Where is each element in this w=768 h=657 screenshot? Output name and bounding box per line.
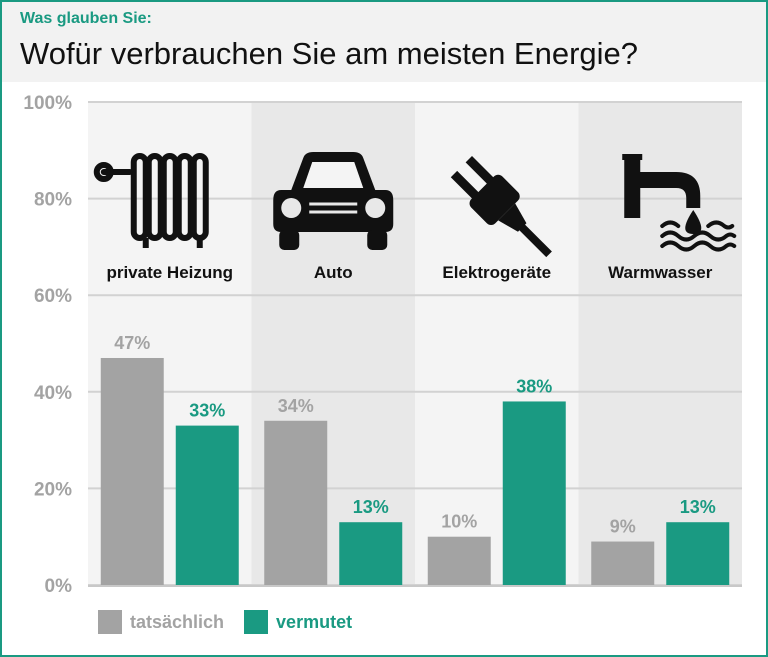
bar-assumed [666, 522, 730, 585]
bar-assumed [339, 522, 403, 585]
value-label-assumed: 38% [516, 376, 552, 396]
category-icons [93, 152, 737, 258]
legend: tatsächlich vermutet [98, 608, 372, 636]
value-label-assumed: 33% [189, 401, 225, 421]
legend-label-assumed: vermutet [276, 611, 353, 632]
chart-title: Wofür verbrauchen Sie am meisten Energie… [20, 36, 639, 71]
bar-assumed [175, 425, 239, 585]
value-label-assumed: 13% [680, 497, 716, 517]
category-label: Auto [314, 263, 353, 282]
value-label-assumed: 13% [353, 497, 389, 517]
bars: 47% 33% 34% 13% 10% 38% 9% 13% [100, 333, 730, 585]
legend-item-assumed: vermutet [244, 610, 352, 634]
legend-label-actual: tatsächlich [130, 611, 225, 632]
category-label: Elektrogeräte [442, 263, 551, 282]
category-label: Warmwasser [608, 263, 713, 282]
y-tick-label: 80% [34, 190, 72, 211]
value-label-actual: 10% [441, 512, 477, 532]
y-tick-label: 0% [45, 576, 73, 597]
category-label: private Heizung [106, 263, 233, 282]
radiator-icon [93, 153, 209, 248]
y-tick-label: 100% [23, 93, 72, 114]
water-tap-icon [622, 154, 737, 252]
y-tick-label: 40% [34, 383, 72, 404]
value-label-actual: 34% [278, 396, 314, 416]
bar-assumed [502, 401, 566, 585]
bar-actual [591, 541, 655, 585]
bar-actual [427, 536, 491, 585]
value-label-actual: 9% [610, 517, 636, 537]
legend-swatch-actual [98, 610, 122, 634]
category-labels: private Heizung Auto Elektrogeräte Warmwass… [106, 263, 712, 282]
y-tick-label: 20% [34, 479, 72, 500]
legend-swatch-assumed [244, 610, 269, 634]
y-axis: 0% 20% 40% 60% 80% 100% [23, 93, 72, 597]
kicker: Was glauben Sie: [20, 10, 152, 27]
legend-item-actual: tatsächlich [98, 610, 224, 634]
header: Was glauben Sie: Wofür verbrauchen Sie a… [2, 2, 766, 82]
value-label-actual: 47% [114, 333, 150, 353]
car-icon [273, 152, 394, 250]
bar-actual [264, 420, 328, 585]
bar-actual [100, 357, 164, 585]
plug-icon [450, 156, 552, 258]
y-tick-label: 60% [34, 286, 72, 307]
